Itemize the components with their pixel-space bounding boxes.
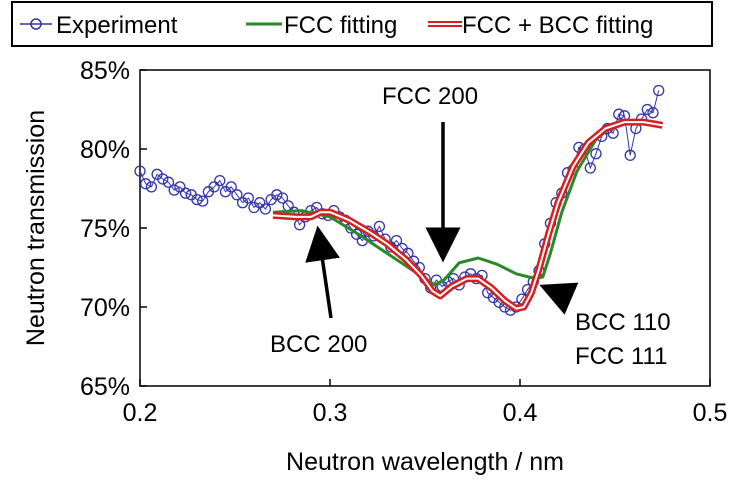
legend-experiment-marker-icon <box>30 18 42 30</box>
x-tick-label: 0.5 <box>693 399 728 427</box>
annotation-bcc200-label: BCC 200 <box>270 331 367 358</box>
experiment-line <box>139 90 660 311</box>
experiment-point <box>276 192 289 204</box>
legend-fccbcc-label: FCC + BCC fitting <box>462 12 653 39</box>
experiment-point <box>271 189 283 201</box>
legend: Experiment FCC fitting FCC + BCC fitting <box>11 1 713 47</box>
legend-item-experiment: Experiment <box>20 12 178 39</box>
fcc-bcc-fitting-line <box>272 118 664 313</box>
experiment-point <box>242 192 254 204</box>
experiment-point <box>168 184 180 196</box>
experiment-point <box>214 174 226 187</box>
experiment-point <box>191 193 203 206</box>
experiment-point <box>584 162 596 174</box>
experiment-point <box>390 234 403 247</box>
experiment-point <box>208 181 220 193</box>
experiment-point <box>231 189 243 201</box>
y-tick-label: 75% <box>80 215 130 243</box>
annotation-bcc110-label-line2: FCC 111 <box>575 343 667 370</box>
experiment-point <box>350 228 363 240</box>
fcc-fitting-line <box>272 119 663 287</box>
x-axis-title: Neutron wavelength / nm <box>286 448 564 476</box>
experiment-point <box>259 203 272 215</box>
y-tick-label: 80% <box>80 136 130 164</box>
annotation-bcc110-arrow <box>539 282 579 315</box>
y-tick-label: 70% <box>80 294 130 322</box>
x-axis: 0.2 0.3 0.4 0.5 <box>123 379 728 427</box>
experiment-point <box>162 176 175 188</box>
experiment-point <box>145 181 158 193</box>
experiment-point <box>134 165 146 177</box>
experiment-point <box>225 181 237 193</box>
legend-item-fcc-fitting: FCC fitting <box>246 12 397 39</box>
experiment-point <box>373 220 386 233</box>
experiment-point <box>140 178 152 190</box>
y-tick-label: 85% <box>80 57 130 85</box>
experiment-point <box>641 103 653 116</box>
annotation-bcc200: BCC 200 <box>270 225 367 358</box>
y-axis: 65% 70% 75% 80% 85% <box>80 57 147 401</box>
legend-fcc-label: FCC fitting <box>284 12 397 39</box>
y-tick-label: 65% <box>80 373 130 401</box>
series-fcc-bcc-fitting <box>272 118 664 313</box>
x-tick-label: 0.2 <box>123 399 158 427</box>
legend-item-fcc-bcc-fitting: FCC + BCC fitting <box>428 12 653 39</box>
experiment-point <box>624 149 636 161</box>
annotation-bcc110-label-line1: BCC 110 <box>575 309 671 336</box>
legend-box <box>11 1 713 47</box>
fcc-bcc-fitting-line-inner <box>272 121 663 310</box>
experiment-point <box>590 148 602 160</box>
legend-experiment-label: Experiment <box>56 12 178 39</box>
series-fcc-fitting <box>272 119 663 287</box>
experiment-point <box>197 195 209 207</box>
annotation-bcc200-arrow <box>305 225 340 319</box>
series-experiment <box>134 84 665 316</box>
annotation-fcc200-label: FCC 200 <box>382 83 478 110</box>
experiment-point <box>653 84 665 97</box>
experiment-point <box>254 197 266 209</box>
x-tick-label: 0.3 <box>313 399 348 427</box>
experiment-point <box>647 107 659 119</box>
x-tick-label: 0.4 <box>503 399 538 427</box>
experiment-point <box>174 181 186 193</box>
experiment-point <box>157 173 169 185</box>
y-axis-title: Neutron transmission <box>22 110 50 346</box>
experiment-point <box>613 108 625 120</box>
annotation-fcc200: FCC 200 <box>382 83 478 263</box>
annotation-bcc110: BCC 110 FCC 111 <box>539 282 671 370</box>
experiment-point <box>179 187 192 199</box>
